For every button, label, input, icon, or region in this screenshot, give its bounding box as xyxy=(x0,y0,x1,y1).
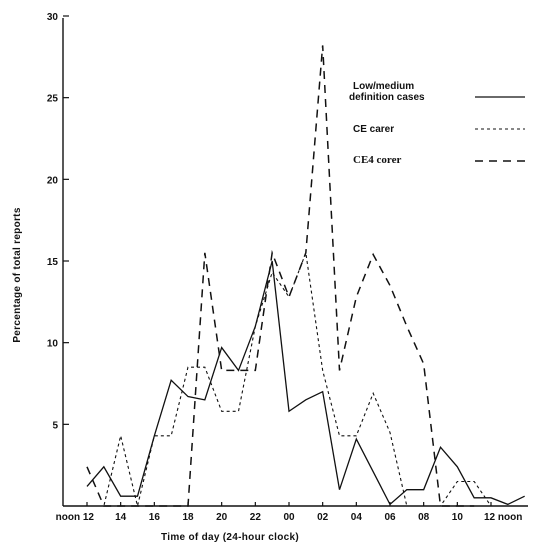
x-tick-label: 12 noon xyxy=(484,512,522,523)
x-tick-label: 02 xyxy=(317,512,329,523)
y-tick-label: 20 xyxy=(47,175,59,186)
series-line-2 xyxy=(87,250,492,507)
y-axis-label: Percentage of total reports xyxy=(12,207,23,342)
legend-label-3: CE4 corer xyxy=(353,154,401,166)
x-tick-label: 18 xyxy=(182,512,194,523)
legend: Low/medium definition cases CE carer CE4 co… xyxy=(349,81,525,166)
x-ticks: noon 12 14 16 18 20 22 00 02 04 06 08 10 12 noon xyxy=(56,502,522,523)
y-tick-label: 10 xyxy=(47,339,59,350)
y-tick-label: 5 xyxy=(52,420,58,431)
x-tick-label: noon 12 xyxy=(56,512,95,523)
x-tick-label: 16 xyxy=(149,512,161,523)
x-tick-label: 20 xyxy=(216,512,228,523)
series-line-3 xyxy=(86,45,475,507)
x-tick-label: 10 xyxy=(452,512,464,523)
x-axis-label: Time of day (24-hour clock) xyxy=(161,532,299,543)
x-tick-label: 00 xyxy=(283,512,295,523)
x-tick-label: 14 xyxy=(115,512,127,523)
series-lines xyxy=(86,45,525,507)
y-tick-label: 15 xyxy=(47,257,59,268)
y-tick-label: 25 xyxy=(47,94,59,105)
axes xyxy=(62,18,528,507)
x-tick-label: 04 xyxy=(351,512,363,523)
y-tick-label: 30 xyxy=(47,12,59,23)
x-tick-label: 08 xyxy=(418,512,430,523)
y-ticks: 5 10 15 20 25 30 xyxy=(47,12,69,431)
series-line-1 xyxy=(86,260,525,506)
legend-label-2: CE carer xyxy=(353,124,394,135)
x-tick-label: 06 xyxy=(384,512,396,523)
x-tick-label: 22 xyxy=(250,512,262,523)
legend-label-1: Low/medium definition cases xyxy=(349,81,425,103)
